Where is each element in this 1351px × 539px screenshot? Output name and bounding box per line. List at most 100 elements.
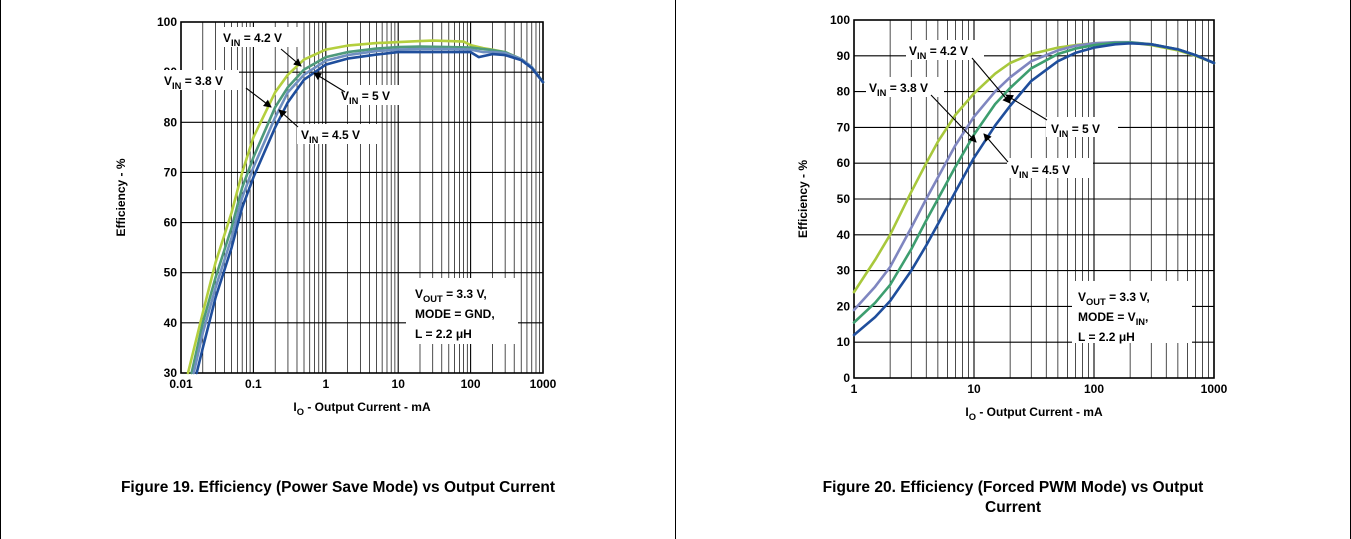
condition-line: L = 2.2 μH: [1078, 330, 1135, 344]
y-tick-label: 40: [164, 316, 178, 330]
figure-20-caption: Figure 20. Efficiency (Forced PWM Mode) …: [676, 478, 1350, 518]
annotation-background: [220, 27, 298, 47]
series-line: [190, 45, 545, 375]
conditions-box: VOUT = 3.3 V, MODE = VIN, L = 2.2 μH: [1072, 281, 1192, 344]
x-axis-label: IO - Output Current - mA: [293, 400, 431, 417]
annotation-label: VIN = 4.2 V: [909, 44, 968, 61]
condition-line-rest: = 3.3 V,: [1106, 290, 1150, 304]
condition-line-main: V: [1078, 290, 1086, 304]
annotation-label-rest: = 3.8 V: [181, 74, 223, 88]
annotation-label-sub: IN: [349, 96, 359, 106]
tick-labels: 0.010.1110100100030405060708090100: [157, 15, 557, 391]
annotation-label-rest: = 4.2 V: [926, 44, 968, 58]
annotation-label-main: V: [223, 31, 231, 45]
y-tick-label: 100: [157, 15, 177, 29]
x-tick-label: 1: [851, 382, 858, 396]
series-line: [852, 41, 1216, 337]
annotation-label-sub: IN: [172, 81, 182, 91]
annotation-label: VIN = 4.2 V: [223, 31, 282, 48]
y-tick-label: 70: [837, 120, 851, 134]
annotation-label: VIN = 5 V: [1051, 122, 1100, 139]
x-tick-label: 10: [967, 382, 981, 396]
annotation-arrow: [983, 133, 1009, 163]
annotation-background: [297, 124, 381, 144]
y-tick-label: 60: [164, 216, 178, 230]
x-axis-label-rest: - Output Current - mA: [304, 400, 431, 414]
plot-frame: [180, 21, 544, 374]
y-tick-label: 10: [837, 335, 851, 349]
annotation-label-rest: = 5 V: [1068, 122, 1100, 136]
annotation-label-sub: IN: [1059, 129, 1069, 139]
annotation-arrow: [245, 87, 272, 108]
condition-line-rest: μH: [456, 327, 472, 341]
annotation-arrow: [1005, 94, 1048, 121]
y-tick-label: 60: [837, 156, 851, 170]
condition-line-main: MODE = GND,: [415, 307, 495, 321]
y-tick-label: 40: [837, 228, 851, 242]
annotation-label-sub: IN: [231, 38, 241, 48]
annotation-background: [1007, 158, 1093, 178]
condition-line-rest: ,: [1145, 310, 1148, 324]
y-tick-label: 30: [164, 366, 178, 380]
y-tick-label: 100: [830, 13, 850, 27]
y-tick-label: 90: [837, 49, 851, 63]
series-line: [195, 50, 545, 375]
efficiency-forced-pwm-chart: 1 10 100 1000 0 10 20 30 40 50 60 70 80 90 100 IO - Out…: [796, 13, 1228, 422]
annotation-arrow: [280, 48, 302, 67]
condition-line-main: V: [415, 287, 423, 301]
annotation-background: [161, 70, 239, 90]
x-tick-label: 1000: [530, 377, 557, 391]
annotation-label-rest: = 4.2 V: [240, 31, 282, 45]
condition-line-main: MODE = V: [1078, 310, 1136, 324]
x-axis-label-main: I: [965, 405, 968, 419]
annotation-label-rest: = 3.8 V: [886, 81, 928, 95]
annotation-arrow: [278, 109, 299, 128]
conditions-background: [406, 278, 518, 344]
condition-line: L = 2.2 μH: [415, 327, 472, 341]
annotation-label: VIN = 3.8 V: [164, 74, 223, 91]
conditions-box: VOUT = 3.3 V, MODE = GND, L = 2.2 μH: [406, 278, 518, 344]
condition-line-rest: μH: [1119, 330, 1135, 344]
x-tick-label: 1: [322, 377, 329, 391]
annotation-label-main: V: [869, 81, 877, 95]
x-tick-label: 1000: [1201, 382, 1228, 396]
condition-line-sub: IN: [1136, 317, 1146, 327]
tick-labels: 1 10 100 1000 0 10 20 30 40 50 60 70 80 90 100: [830, 13, 1228, 396]
annotation-background: [866, 77, 944, 97]
condition-line: VOUT = 3.3 V,: [415, 287, 487, 304]
annotation-label-main: V: [164, 74, 172, 88]
annotation-label: VIN = 5 V: [341, 89, 390, 106]
annotation-background: [336, 85, 406, 105]
annotation-label-main: V: [1011, 163, 1019, 177]
y-axis-label: Efficiency - %: [114, 158, 128, 236]
annotation-label-sub: IN: [1019, 170, 1029, 180]
annotation-arrow: [313, 72, 346, 93]
x-axis-label: IO - Output Current - mA: [965, 405, 1103, 422]
condition-line-main: L = 2.2: [415, 327, 456, 341]
x-tick-label: 100: [1084, 382, 1104, 396]
annotation-label-rest: = 5 V: [358, 89, 390, 103]
annotation-background: [1046, 117, 1118, 137]
y-tick-label: 80: [837, 85, 851, 99]
annotation-label-sub: IN: [309, 135, 319, 145]
annotation-label-rest: = 4.5 V: [318, 128, 360, 142]
condition-line: MODE = GND,: [415, 307, 495, 321]
efficiency-power-save-chart: 0.010.1110100100030405060708090100IO - O…: [114, 15, 557, 417]
annotation-label: VIN = 3.8 V: [869, 81, 928, 98]
annotation-label: VIN = 4.5 V: [1011, 163, 1070, 180]
x-axis-label-sub: O: [969, 412, 976, 422]
x-tick-label: 0.1: [245, 377, 262, 391]
figure-19-caption: Figure 19. Efficiency (Power Save Mode) …: [1, 478, 675, 498]
annotation-label-sub: IN: [877, 88, 887, 98]
condition-line-rest: = 3.3 V,: [443, 287, 487, 301]
figure-20-panel: 1 10 100 1000 0 10 20 30 40 50 60 70 80 90 100 IO - Out…: [676, 0, 1351, 539]
x-tick-label: 100: [461, 377, 481, 391]
condition-line-sub: OUT: [1086, 297, 1106, 307]
figure-19-panel: 0.010.1110100100030405060708090100IO - O…: [0, 0, 676, 539]
y-tick-label: 70: [164, 165, 178, 179]
x-tick-label: 0.01: [169, 377, 193, 391]
plot-frame: [853, 19, 1215, 379]
y-axis-label: Efficiency - %: [796, 160, 810, 238]
y-tick-label: 20: [837, 299, 851, 313]
series-lines: [186, 39, 545, 375]
